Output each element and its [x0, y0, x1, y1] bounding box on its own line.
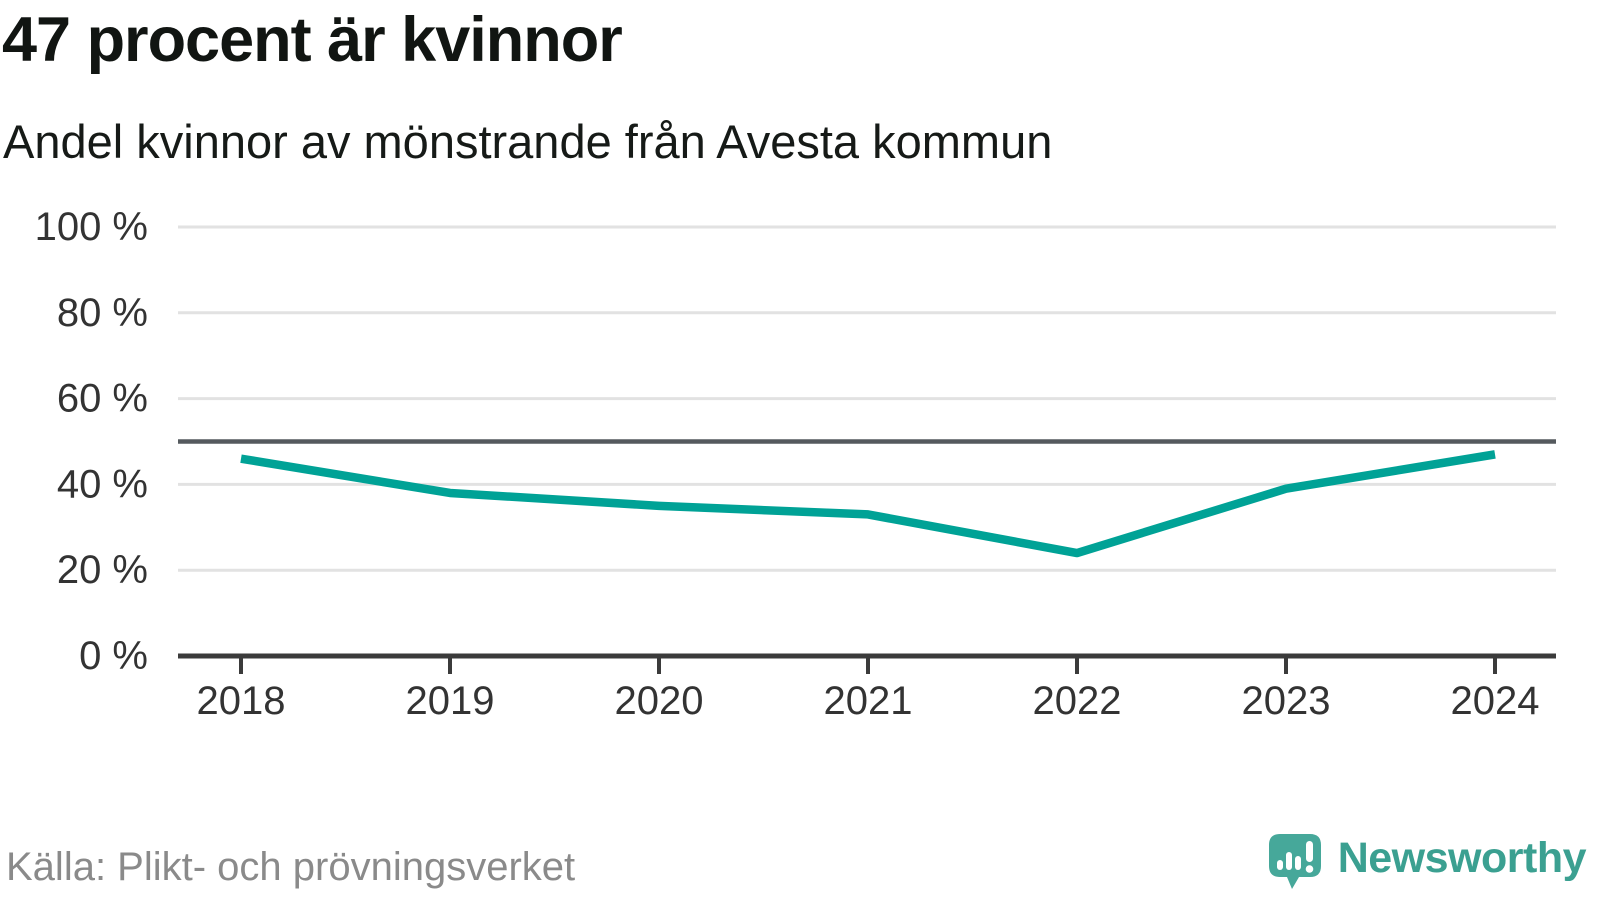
y-tick-label: 60 % [57, 377, 148, 421]
x-tick-label: 2024 [1451, 679, 1540, 723]
line-chart: 0 % 20 % 40 % 60 % 80 % 100 % 2018 2019 2020 2021… [35, 205, 1556, 723]
x-tick-label: 2018 [197, 679, 286, 723]
brand-wordmark: Newsworthy [1337, 834, 1587, 882]
y-tick-label: 40 % [57, 462, 148, 506]
logo-bar-1 [1276, 860, 1283, 870]
y-tick-label: 0 % [79, 634, 148, 678]
source-note: Källa: Plikt- och prövningsverket [6, 845, 576, 889]
y-tick-label: 80 % [57, 291, 148, 335]
chart-subtitle: Andel kvinnor av mönstrande från Avesta … [3, 115, 1053, 168]
logo-exclamation-dot [1305, 865, 1314, 873]
y-tick-label: 20 % [57, 548, 148, 592]
brand-logo: Newsworthy [1268, 833, 1587, 890]
logo-exclamation-bar [1305, 841, 1313, 862]
x-tick-label: 2022 [1033, 679, 1122, 723]
y-tick-label: 100 % [35, 205, 148, 249]
x-tick-label: 2019 [406, 679, 495, 723]
x-tick-label: 2023 [1242, 679, 1331, 723]
logo-bar-3 [1294, 856, 1301, 870]
x-tick-label: 2021 [824, 679, 913, 723]
data-line-andel-kvinnor [240, 450, 1496, 558]
chart-title: 47 procent är kvinnor [2, 5, 623, 75]
newsworthy-logo-icon [1268, 834, 1321, 889]
x-tick-label: 2020 [615, 679, 704, 723]
logo-bar-2 [1285, 852, 1292, 870]
